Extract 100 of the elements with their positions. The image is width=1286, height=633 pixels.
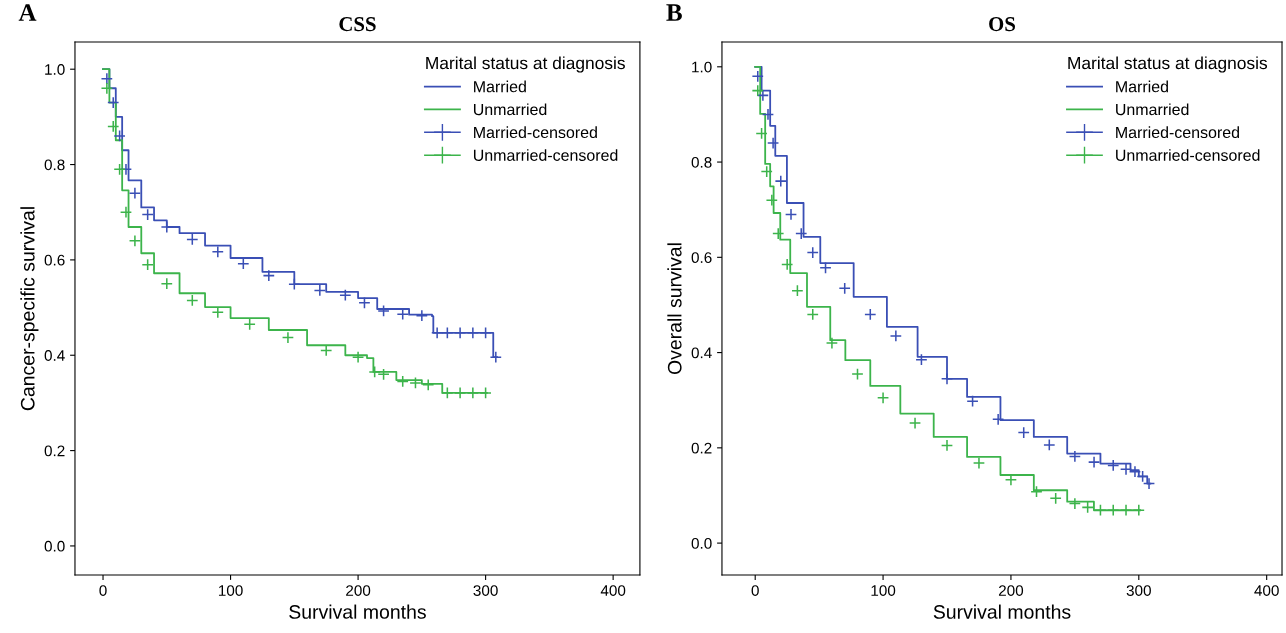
point bbox=[431, 326, 444, 339]
point bbox=[288, 278, 301, 291]
point bbox=[441, 386, 454, 400]
point bbox=[453, 326, 467, 339]
legend-label: Married-censored bbox=[474, 126, 597, 139]
x-axis-title: Survival months bbox=[289, 604, 426, 619]
point bbox=[415, 309, 428, 322]
point bbox=[1107, 459, 1120, 472]
y-tick-label: 0.6 bbox=[691, 252, 712, 264]
legend-label: Married bbox=[1116, 80, 1168, 93]
point bbox=[755, 127, 768, 140]
point bbox=[186, 233, 199, 246]
point bbox=[141, 258, 154, 271]
y-axis-title: Overall survival bbox=[667, 243, 682, 375]
text: A bbox=[18, 4, 37, 21]
point bbox=[1142, 477, 1156, 490]
point bbox=[479, 386, 492, 400]
legend-title: Marital status at diagnosis bbox=[1068, 56, 1268, 73]
point bbox=[466, 386, 479, 400]
point bbox=[915, 353, 928, 366]
point bbox=[765, 194, 778, 207]
point bbox=[243, 318, 256, 331]
point bbox=[751, 84, 764, 97]
y-tick-label: 0.4 bbox=[44, 350, 65, 361]
point bbox=[908, 416, 922, 430]
point bbox=[992, 413, 1005, 426]
x-tick-label: 200 bbox=[998, 585, 1024, 596]
point bbox=[806, 308, 819, 321]
point bbox=[453, 386, 467, 400]
point bbox=[1094, 504, 1107, 517]
y-tick-label: 0.2 bbox=[44, 445, 65, 457]
point bbox=[784, 208, 798, 221]
point bbox=[940, 439, 954, 452]
legend-label: Unmarried bbox=[1116, 103, 1189, 116]
point bbox=[119, 206, 133, 219]
point bbox=[1030, 485, 1043, 498]
point bbox=[479, 326, 492, 339]
point bbox=[368, 365, 381, 379]
point bbox=[262, 269, 275, 282]
y-tick-label: 0.0 bbox=[691, 537, 712, 549]
legend-title: Marital status at diagnosis bbox=[426, 56, 625, 73]
point bbox=[466, 326, 479, 339]
point bbox=[760, 165, 773, 178]
x-tick-label: 100 bbox=[218, 585, 243, 596]
x-tick-label: 200 bbox=[346, 585, 371, 596]
point bbox=[781, 258, 794, 271]
point bbox=[972, 456, 986, 470]
point bbox=[441, 326, 454, 339]
legend-label: Unmarried bbox=[473, 103, 547, 116]
point bbox=[128, 234, 142, 247]
y-tick-label: 0.8 bbox=[44, 159, 65, 171]
x-tick-label: 0 bbox=[751, 585, 759, 596]
point bbox=[422, 378, 435, 391]
point bbox=[772, 227, 785, 240]
legend-label: Unmarried-censored bbox=[473, 149, 618, 161]
point bbox=[966, 395, 979, 408]
y-tick-label: 1.0 bbox=[692, 61, 712, 73]
y-tick-label: 0.2 bbox=[691, 442, 712, 454]
point bbox=[766, 136, 780, 150]
point bbox=[396, 375, 409, 388]
y-tick-label: 0.4 bbox=[691, 347, 712, 359]
point bbox=[409, 376, 422, 390]
point bbox=[160, 277, 173, 290]
chart-title: OS bbox=[989, 17, 1015, 32]
legend-label: Married-censored bbox=[1116, 126, 1239, 139]
x-tick-label: 300 bbox=[1126, 585, 1151, 596]
point bbox=[100, 72, 113, 85]
y-tick-label: 1.0 bbox=[45, 64, 65, 75]
point bbox=[313, 284, 326, 297]
point bbox=[1087, 455, 1101, 469]
point bbox=[864, 308, 877, 321]
point bbox=[1081, 501, 1094, 514]
y-tick-label: 0.0 bbox=[44, 540, 65, 552]
point bbox=[358, 296, 371, 309]
y-tick-label: 0.6 bbox=[44, 254, 65, 266]
point bbox=[339, 289, 352, 302]
point bbox=[756, 89, 770, 102]
y-axis-title: Cancer-specific survival bbox=[20, 207, 39, 411]
point bbox=[107, 120, 120, 133]
point bbox=[377, 304, 390, 318]
point bbox=[1043, 438, 1056, 452]
point bbox=[751, 70, 764, 83]
point bbox=[819, 261, 832, 274]
chart-title: CSS bbox=[339, 17, 376, 32]
point bbox=[825, 336, 839, 350]
legend-label: Married bbox=[474, 80, 526, 93]
point bbox=[889, 329, 903, 343]
point bbox=[1017, 426, 1030, 439]
point bbox=[791, 284, 804, 297]
point bbox=[806, 246, 819, 259]
point bbox=[113, 129, 126, 143]
point bbox=[128, 187, 142, 200]
point bbox=[940, 372, 954, 385]
point bbox=[281, 331, 295, 344]
x-tick-label: 400 bbox=[1254, 585, 1279, 596]
point bbox=[1136, 470, 1149, 483]
point bbox=[489, 351, 502, 364]
legend-label: Unmarried-censored bbox=[1116, 149, 1260, 161]
text: B bbox=[666, 4, 682, 21]
point bbox=[838, 282, 851, 295]
